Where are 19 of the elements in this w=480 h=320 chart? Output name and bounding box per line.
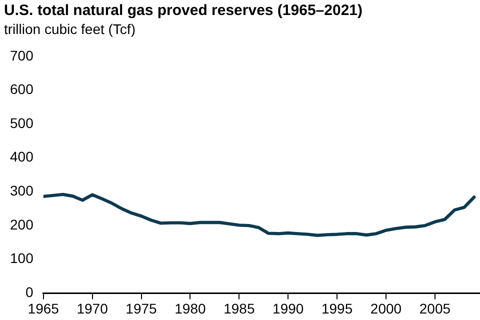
x-tick-label: 2000 (370, 300, 402, 316)
x-tick-label: 1970 (76, 300, 108, 316)
y-tick-label: 500 (10, 114, 34, 131)
y-axis-title: trillion cubic feet (Tcf) (4, 21, 136, 37)
y-tick-label: 300 (10, 182, 34, 199)
chart-title: U.S. total natural gas proved reserves (1965–2021) (4, 2, 363, 19)
x-tick-label: 1990 (272, 300, 304, 316)
y-tick-label: 100 (10, 250, 34, 266)
y-tick-label: 600 (10, 81, 34, 98)
x-tick-label: 1975 (126, 300, 158, 316)
x-tick-label: 1965 (28, 300, 60, 316)
y-tick-label: 0 (26, 284, 34, 300)
y-tick-label: 700 (10, 47, 34, 64)
x-tick-label: 1980 (174, 300, 206, 316)
y-tick-label: 400 (10, 148, 34, 165)
x-tick-label: 1995 (321, 300, 353, 316)
x-tick-label: 2005 (419, 300, 451, 316)
x-tick-label: 1985 (224, 300, 255, 316)
y-tick-label: 200 (10, 216, 34, 232)
